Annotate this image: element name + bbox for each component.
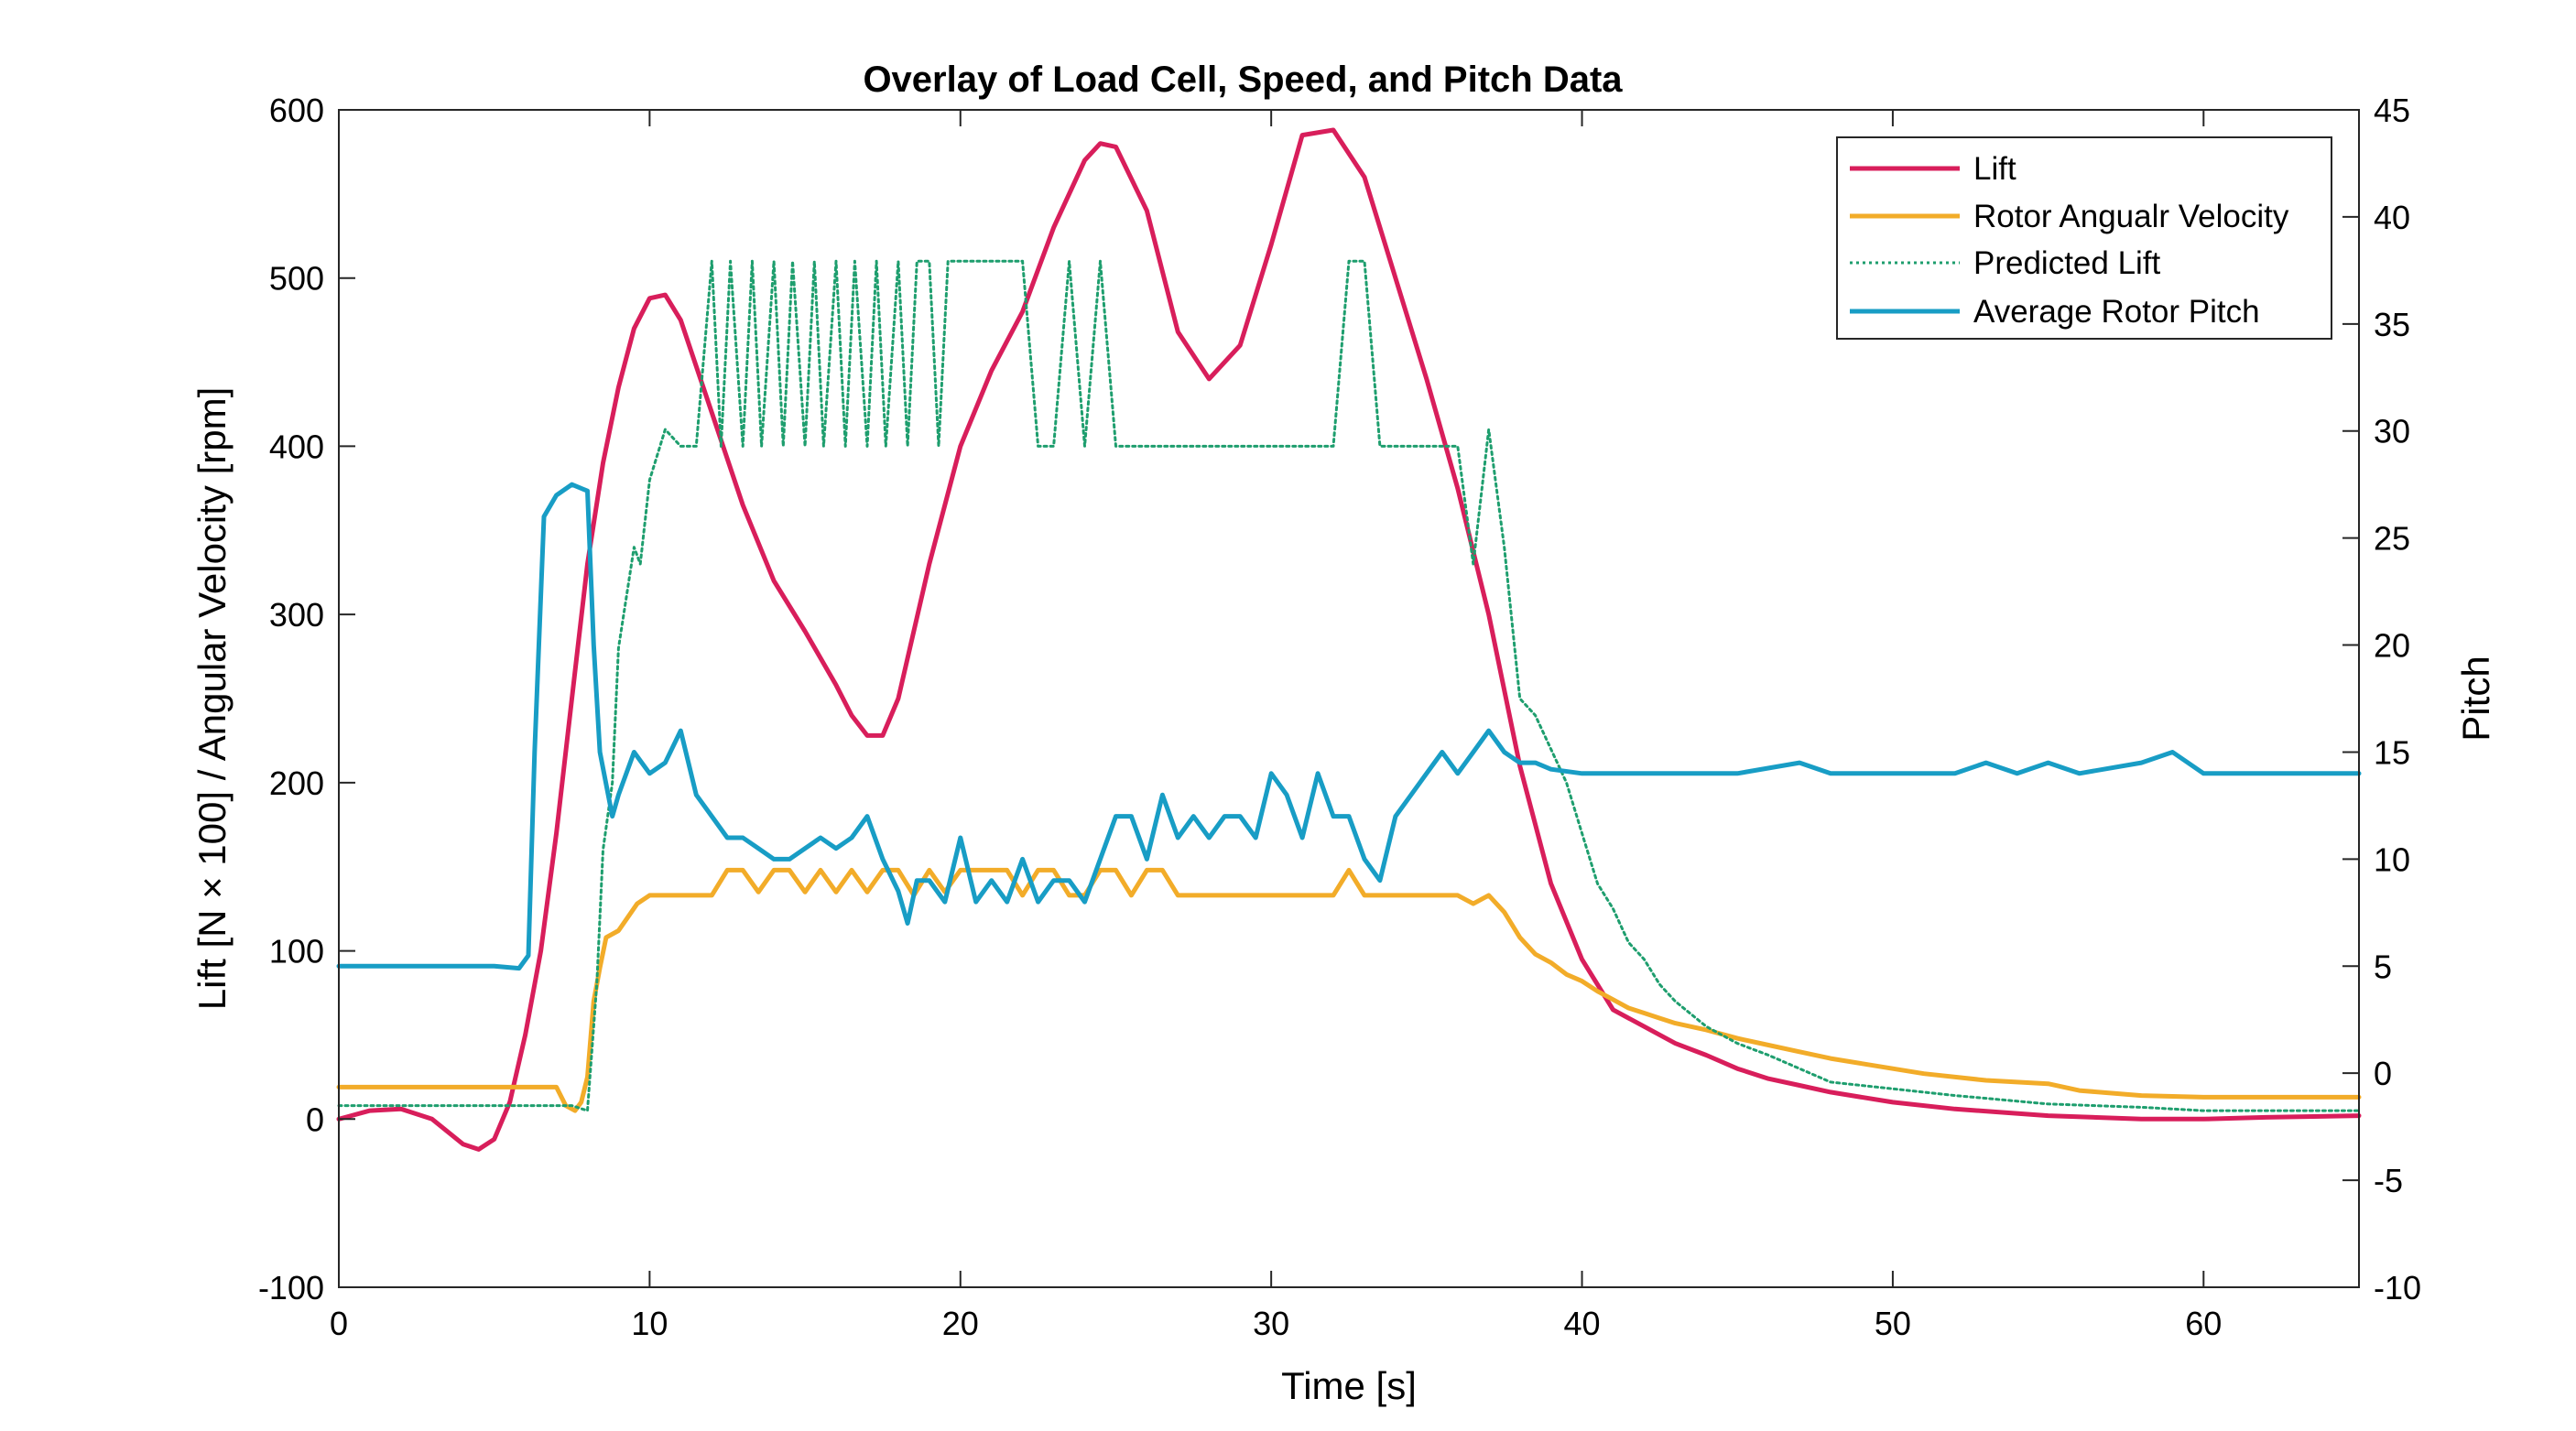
- x-tick-label: 30: [1253, 1305, 1289, 1342]
- series-layer: [336, 127, 2362, 1152]
- y-tick-label-right: 40: [2374, 199, 2410, 236]
- x-tick-label: 10: [631, 1305, 668, 1342]
- y-axis-label-left: Lift [N × 100] / Angular Velocity [rpm]: [190, 387, 234, 1011]
- legend-label-rotor-velocity: Rotor Angualr Velocity: [1973, 199, 2289, 234]
- y-tick-label-left: 300: [269, 596, 324, 634]
- y-tick-label-right: 25: [2374, 520, 2410, 558]
- y-tick-label-left: 400: [269, 428, 324, 465]
- x-tick-label: 0: [330, 1305, 348, 1342]
- legend-box: [1836, 136, 2332, 340]
- x-axis-label: Time [s]: [1281, 1364, 1417, 1407]
- x-tick-label: 60: [2185, 1305, 2222, 1342]
- series-line-2: [337, 259, 2361, 1112]
- y-tick-label-right: -5: [2374, 1162, 2403, 1199]
- x-tick-label: 20: [942, 1305, 979, 1342]
- y-tick-label-right: 5: [2374, 948, 2392, 985]
- legend-label-lift: Lift: [1973, 151, 2016, 187]
- y-tick-label-left: 500: [269, 260, 324, 298]
- legend-label-predicted-lift: Predicted Lift: [1973, 245, 2161, 281]
- legend-label-rotor-pitch: Average Rotor Pitch: [1973, 294, 2260, 330]
- ticks-layer: 0 10 20 30 40 50 60-1000100200300400500600-10-…: [258, 92, 2421, 1342]
- y-tick-label-left: 600: [269, 92, 324, 129]
- series-line-3: [336, 482, 2362, 971]
- y-tick-label-right: 45: [2374, 92, 2410, 129]
- chart-title: Overlay of Load Cell, Speed, and Pitch D…: [863, 60, 1623, 100]
- y-tick-label-right: 30: [2374, 413, 2410, 450]
- y-tick-label-left: 0: [306, 1100, 324, 1138]
- series-line-0: [336, 127, 2362, 1152]
- y-tick-label-left: 200: [269, 764, 324, 802]
- y-tick-label-left: -100: [258, 1269, 324, 1306]
- y-tick-label-right: 10: [2374, 840, 2410, 878]
- y-tick-label-right: 15: [2374, 733, 2410, 771]
- x-tick-label: 40: [1564, 1305, 1601, 1342]
- y-tick-label-right: 0: [2374, 1055, 2392, 1092]
- y-tick-label-right: -10: [2374, 1269, 2421, 1306]
- plot-area-frame: [338, 109, 2360, 1288]
- y-axis-label-right: Pitch: [2454, 656, 2497, 741]
- y-tick-label-left: 100: [269, 933, 324, 970]
- y-tick-label-right: 20: [2374, 627, 2410, 665]
- legend: Lift Rotor Angualr Velocity Predicted Li…: [1836, 136, 2332, 340]
- y-tick-label-right: 35: [2374, 306, 2410, 343]
- x-tick-label: 50: [1875, 1305, 1911, 1342]
